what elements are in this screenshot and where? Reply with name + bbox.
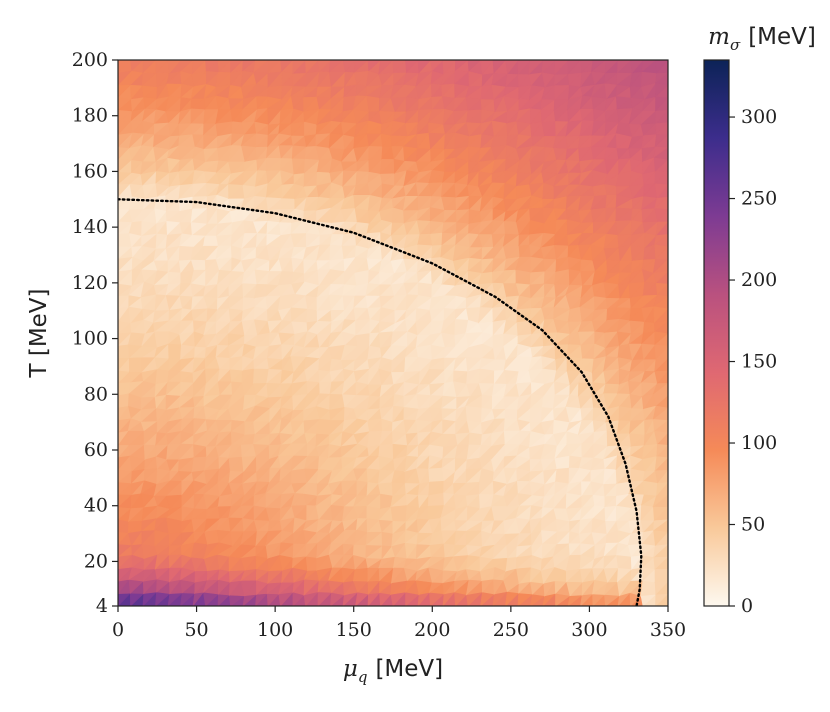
heatmap-cell	[467, 60, 482, 72]
heatmap-cell	[191, 60, 206, 75]
x-tick-label: 50	[184, 619, 208, 641]
y-tick-label: 180	[72, 105, 108, 127]
y-tick-label: 40	[84, 495, 108, 517]
heatmap-cell	[267, 60, 281, 74]
y-tick-label: 4	[96, 595, 108, 617]
heatmap-cell	[130, 60, 144, 72]
x-tick-label: 100	[257, 619, 293, 641]
y-tick-label: 120	[72, 272, 108, 294]
colorbar-tick-label: 250	[741, 188, 777, 210]
heatmap-cell	[305, 60, 319, 74]
x-tick-label: 200	[414, 619, 450, 641]
heatmap-cell	[454, 60, 469, 72]
colorbar-label-unit: [MeV]	[748, 24, 816, 50]
y-axis-label: T [MeV]	[26, 288, 52, 378]
heatmap-cell	[405, 60, 419, 74]
y-tick-label: 60	[84, 439, 108, 461]
x-tick-label: 250	[493, 619, 529, 641]
y-tick-label: 20	[84, 550, 108, 572]
x-axis-label-symbol: μ	[343, 656, 358, 682]
colorbar-tick-label: 300	[741, 106, 777, 128]
heatmap-cell	[342, 60, 356, 73]
x-axis-label-subscript: q	[358, 668, 368, 686]
colorbar-label: mσ [MeV]	[708, 24, 816, 54]
heatmap-cell	[292, 60, 306, 75]
colorbar-tick-label: 50	[741, 514, 765, 536]
colorbar-label-subscript: σ	[730, 36, 741, 54]
y-tick-label: 100	[72, 328, 108, 350]
heatmap-cell	[367, 60, 382, 72]
heatmap-cell	[167, 60, 181, 75]
heatmap-cell	[480, 60, 494, 76]
x-tick-label: 150	[336, 619, 372, 641]
x-axis-label-unit: [MeV]	[375, 656, 443, 682]
y-tick-label: 200	[72, 49, 108, 71]
heatmap-cell	[205, 60, 219, 72]
colorbar-tick-label: 150	[741, 351, 777, 373]
heatmap-cell	[155, 60, 169, 74]
colorbar-tick-label: 100	[741, 432, 777, 454]
heatmap-cell	[328, 60, 344, 73]
heatmap-cell	[392, 60, 406, 74]
heatmap-cell	[242, 60, 257, 72]
colorbar	[703, 59, 730, 607]
heatmap-cell	[417, 60, 431, 74]
colorbar-tick-label: 0	[741, 595, 753, 617]
y-tick-label: 140	[72, 216, 108, 238]
heatmap-cell	[353, 60, 369, 73]
heatmap-cell	[142, 60, 156, 74]
y-tick-label: 160	[72, 160, 108, 182]
x-tick-label: 350	[650, 619, 686, 641]
heatmap-cell	[180, 60, 194, 72]
x-tick-label: 300	[571, 619, 607, 641]
colorbar-label-symbol: m	[708, 24, 730, 50]
heatmap-cell	[230, 60, 244, 73]
y-tick-label: 80	[84, 383, 108, 405]
heatmap-cell	[118, 60, 131, 73]
colorbar-tick-label: 200	[741, 269, 777, 291]
heatmap-cell	[430, 60, 444, 72]
heatmap-cell	[317, 60, 331, 72]
heatmap-surface	[118, 60, 668, 606]
heatmap-cell	[253, 60, 269, 74]
colorbar-ticks: 0 50 100 150 200 250 300	[729, 106, 777, 617]
x-tick-label: 0	[112, 619, 124, 641]
heatmap-cell	[378, 60, 394, 75]
heatmap-cell	[217, 60, 231, 73]
x-axis-label: μq [MeV]	[343, 656, 443, 686]
heatmap-cell	[280, 60, 294, 72]
heatmap-cell	[442, 60, 456, 75]
